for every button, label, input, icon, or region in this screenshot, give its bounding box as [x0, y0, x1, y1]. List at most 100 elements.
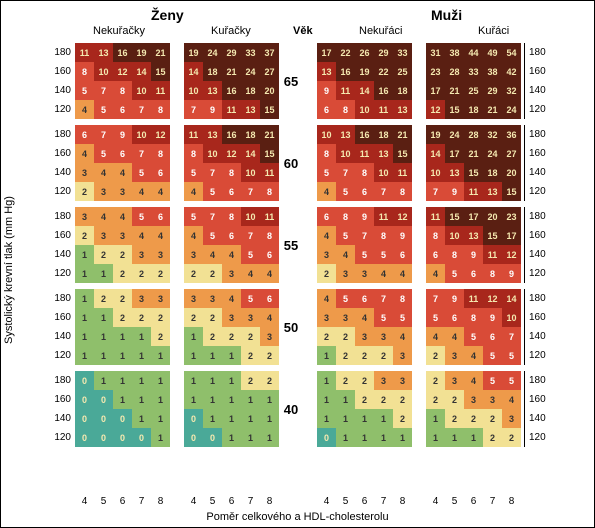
- risk-cell: 11: [464, 182, 483, 201]
- risk-cell: 6: [151, 163, 170, 182]
- risk-cell: 12: [393, 207, 412, 226]
- risk-cell: 21: [464, 144, 483, 163]
- risk-cell: 2: [113, 289, 132, 308]
- risk-cell: 1: [203, 346, 222, 365]
- risk-cell: 4: [317, 226, 336, 245]
- risk-cell: 2: [483, 409, 502, 428]
- risk-cell: 1: [393, 428, 412, 447]
- risk-cell: 9: [317, 81, 336, 100]
- age-row-55: 1801601401203445623344122331122257810114…: [49, 207, 554, 283]
- risk-cell: 5: [184, 163, 203, 182]
- risk-cell: 4: [317, 182, 336, 201]
- risk-cell: 5: [502, 346, 521, 365]
- risk-cell: 6: [317, 207, 336, 226]
- risk-cell: 2: [132, 308, 151, 327]
- risk-cell: 13: [464, 226, 483, 245]
- risk-cell: 11: [355, 144, 374, 163]
- risk-cell: 3: [151, 245, 170, 264]
- risk-cell: 13: [336, 125, 355, 144]
- risk-cell: 15: [151, 62, 170, 81]
- risk-cell: 5: [184, 207, 203, 226]
- age-label-55: 55: [279, 238, 303, 253]
- risk-cell: 15: [464, 163, 483, 182]
- risk-cell: 1: [94, 264, 113, 283]
- risk-cell: 16: [374, 81, 393, 100]
- risk-cell: 3: [393, 371, 412, 390]
- risk-cell: 4: [222, 245, 241, 264]
- risk-cell: 1: [184, 390, 203, 409]
- risk-cell: 2: [151, 327, 170, 346]
- risk-cell: 9: [445, 289, 464, 308]
- grid-m-ns-60: 1013161821810111315578101145678: [317, 125, 412, 201]
- risk-cell: 2: [113, 264, 132, 283]
- risk-cell: 8: [393, 289, 412, 308]
- risk-cell: 28: [445, 62, 464, 81]
- risk-cell: 4: [241, 264, 260, 283]
- risk-cell: 4: [464, 346, 483, 365]
- risk-cell: 11: [483, 245, 502, 264]
- risk-cell: 2: [336, 371, 355, 390]
- risk-cell: 3: [445, 371, 464, 390]
- risk-cell: 1: [241, 409, 260, 428]
- risk-cell: 10: [132, 125, 151, 144]
- grid-f-ns-65: 1113161921810121415578101145678: [75, 43, 170, 119]
- risk-cell: 2: [184, 264, 203, 283]
- risk-cell: 1: [336, 390, 355, 409]
- risk-cell: 16: [336, 62, 355, 81]
- risk-cell: 32: [502, 81, 521, 100]
- risk-cell: 2: [355, 371, 374, 390]
- risk-cell: 19: [184, 43, 203, 62]
- risk-cell: 6: [151, 207, 170, 226]
- risk-cell: 10: [502, 308, 521, 327]
- risk-cell: 1: [222, 346, 241, 365]
- risk-cell: 0: [317, 428, 336, 447]
- risk-cell: 1: [151, 346, 170, 365]
- risk-cell: 6: [260, 245, 279, 264]
- risk-cell: 4: [75, 144, 94, 163]
- risk-cell: 27: [260, 62, 279, 81]
- risk-cell: 1: [260, 390, 279, 409]
- risk-cell: 2: [132, 264, 151, 283]
- risk-cell: 5: [464, 327, 483, 346]
- risk-cell: 19: [426, 125, 445, 144]
- risk-cell: 11: [75, 43, 94, 62]
- grid-m-s-40: 23455223341222311122: [426, 371, 521, 447]
- age-label-40: 40: [279, 402, 303, 417]
- risk-cell: 1: [132, 371, 151, 390]
- risk-cell: 1: [203, 409, 222, 428]
- risk-cell: 11: [393, 163, 412, 182]
- risk-cell: 4: [374, 264, 393, 283]
- risk-cell: 33: [241, 43, 260, 62]
- risk-cell: 1: [75, 289, 94, 308]
- sbp-ticks: 180160140120: [49, 125, 71, 201]
- smoke-label-0: Nekuřačky: [93, 25, 145, 37]
- risk-cell: 14: [132, 62, 151, 81]
- risk-cell: 7: [203, 163, 222, 182]
- risk-cell: 2: [393, 390, 412, 409]
- risk-cell: 8: [75, 62, 94, 81]
- risk-cell: 1: [94, 308, 113, 327]
- grid-m-s-50: 791112145689104456723455: [426, 289, 521, 365]
- risk-cell: 24: [241, 62, 260, 81]
- risk-cell: 2: [113, 245, 132, 264]
- risk-cell: 7: [241, 182, 260, 201]
- risk-cell: 4: [132, 182, 151, 201]
- grid-m-ns-55: 6891112457893455623344: [317, 207, 412, 283]
- risk-cell: 2: [355, 390, 374, 409]
- risk-cell: 17: [464, 207, 483, 226]
- risk-cell: 2: [113, 308, 132, 327]
- risk-cell: 1: [75, 346, 94, 365]
- risk-cell: 3: [317, 245, 336, 264]
- risk-cell: 10: [317, 125, 336, 144]
- smoke-label-2: Nekuřáci: [359, 25, 402, 37]
- grid-m-s-65: 3138444954232833384217212529321215182124: [426, 43, 521, 119]
- risk-cell: 1: [151, 371, 170, 390]
- risk-cell: 3: [113, 226, 132, 245]
- grid-f-s-65: 19242933371418212427101316182079111315: [184, 43, 279, 119]
- risk-cell: 10: [94, 62, 113, 81]
- risk-cell: 31: [426, 43, 445, 62]
- grid-f-s-55: 5781011456783445622344: [184, 207, 279, 283]
- risk-cell: 18: [203, 62, 222, 81]
- risk-cell: 21: [445, 81, 464, 100]
- risk-cell: 1: [464, 428, 483, 447]
